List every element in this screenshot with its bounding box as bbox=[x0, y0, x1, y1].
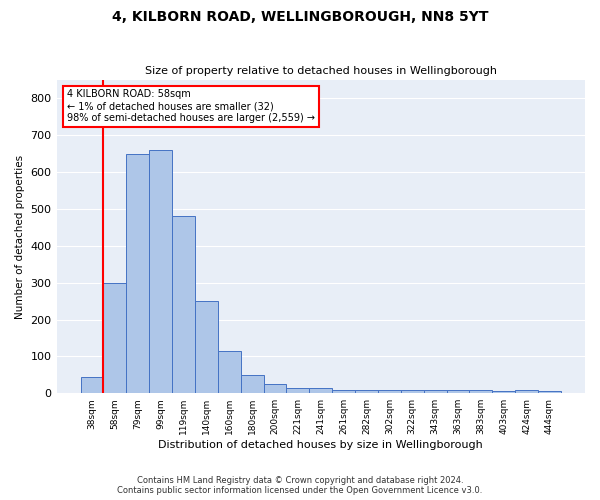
Bar bbox=[401, 390, 424, 393]
Bar bbox=[469, 390, 493, 393]
Bar bbox=[493, 392, 515, 393]
Bar bbox=[515, 390, 538, 393]
Text: 4 KILBORN ROAD: 58sqm
← 1% of detached houses are smaller (32)
98% of semi-detac: 4 KILBORN ROAD: 58sqm ← 1% of detached h… bbox=[67, 90, 315, 122]
Bar bbox=[378, 390, 401, 393]
Bar bbox=[538, 392, 561, 393]
Bar bbox=[241, 375, 263, 393]
Bar bbox=[286, 388, 310, 393]
Bar bbox=[446, 390, 469, 393]
Bar bbox=[332, 390, 355, 393]
Bar bbox=[172, 216, 195, 393]
Bar bbox=[195, 301, 218, 393]
Bar bbox=[218, 351, 241, 393]
Bar bbox=[263, 384, 286, 393]
Text: Contains HM Land Registry data © Crown copyright and database right 2024.
Contai: Contains HM Land Registry data © Crown c… bbox=[118, 476, 482, 495]
Bar bbox=[355, 390, 378, 393]
Bar bbox=[149, 150, 172, 393]
Bar bbox=[127, 154, 149, 393]
Y-axis label: Number of detached properties: Number of detached properties bbox=[15, 154, 25, 318]
Text: 4, KILBORN ROAD, WELLINGBOROUGH, NN8 5YT: 4, KILBORN ROAD, WELLINGBOROUGH, NN8 5YT bbox=[112, 10, 488, 24]
Bar bbox=[103, 282, 127, 393]
Bar bbox=[424, 390, 446, 393]
Title: Size of property relative to detached houses in Wellingborough: Size of property relative to detached ho… bbox=[145, 66, 497, 76]
Bar bbox=[80, 376, 103, 393]
X-axis label: Distribution of detached houses by size in Wellingborough: Distribution of detached houses by size … bbox=[158, 440, 483, 450]
Bar bbox=[310, 388, 332, 393]
